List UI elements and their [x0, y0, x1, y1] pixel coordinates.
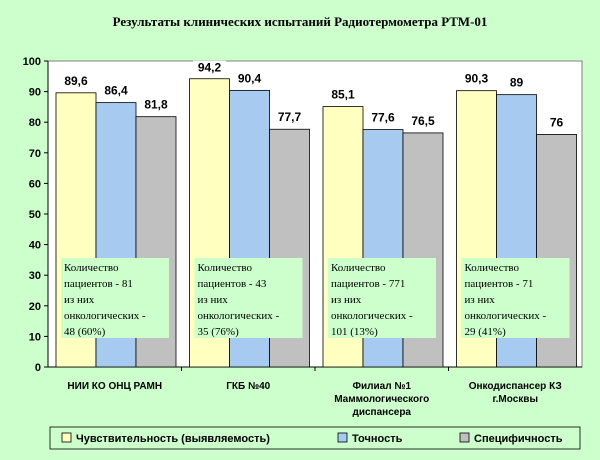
annotation-box	[461, 258, 570, 338]
value-label: 85,1	[331, 88, 355, 102]
annotation-text: 29 (41%)	[465, 326, 507, 338]
annotation-text: 101 (13%)	[331, 326, 378, 338]
annotation-text: Количество	[198, 262, 253, 274]
annotation-text: из них	[64, 294, 95, 306]
value-label: 89,6	[64, 74, 88, 88]
legend-label: Точность	[352, 433, 403, 445]
annotation-text: 35 (76%)	[198, 326, 240, 338]
value-label: 81,8	[144, 98, 168, 112]
annotation-text: из них	[198, 294, 229, 306]
legend-label: Чувствительность (выявляемость)	[76, 433, 270, 445]
annotation-text: Количество	[331, 262, 386, 274]
y-tick-label: 70	[29, 148, 41, 160]
value-label: 76	[550, 115, 564, 129]
y-tick-label: 0	[35, 362, 41, 374]
chart-title: Результаты клинических испытаний Радиоте…	[113, 14, 488, 29]
y-tick-label: 100	[23, 56, 41, 68]
category-label: Маммологического	[334, 394, 429, 405]
annotation-text: онкологических -	[331, 310, 413, 322]
value-label: 90,4	[238, 71, 262, 85]
value-label: 77,6	[371, 111, 395, 125]
category-label: г.Москвы	[492, 394, 538, 405]
legend-label: Специфичность	[474, 433, 563, 445]
value-label: 76,5	[411, 114, 435, 128]
value-label-bg	[507, 75, 526, 90]
annotation-text: онкологических -	[465, 310, 547, 322]
y-tick-label: 90	[29, 87, 41, 99]
category-label: Онкодиспансер КЗ	[469, 381, 562, 392]
y-tick-label: 80	[29, 117, 41, 129]
value-label: 77,7	[278, 110, 302, 124]
legend-swatch	[459, 432, 470, 443]
annotation-text: онкологических -	[64, 310, 146, 322]
category-label: ГКБ №40	[226, 381, 270, 392]
annotation-text: Количество	[465, 262, 520, 274]
value-label-bg	[326, 87, 360, 102]
annotation-box	[194, 258, 303, 338]
value-label: 90,3	[465, 72, 489, 86]
y-tick-label: 20	[29, 301, 41, 313]
value-label-bg	[59, 73, 93, 88]
annotation-box	[61, 258, 169, 338]
y-tick-label: 50	[29, 209, 41, 221]
annotation-text: пациентов - 43	[198, 278, 267, 290]
y-tick-label: 30	[29, 270, 41, 282]
legend	[49, 426, 581, 450]
annotation-text: 48 (60%)	[64, 326, 106, 338]
y-tick-label: 60	[29, 178, 41, 190]
annotation-text: пациентов - 71	[465, 278, 534, 290]
value-label-bg	[273, 110, 306, 125]
category-label: диспансера	[353, 407, 412, 418]
annotation-box	[328, 258, 436, 338]
annotation-text: из них	[465, 294, 496, 306]
annotation-text: Количество	[64, 262, 119, 274]
value-label-bg	[99, 83, 133, 98]
value-label: 94,2	[198, 61, 222, 75]
value-label-bg	[193, 60, 226, 75]
value-label-bg	[139, 97, 173, 112]
annotation-text: пациентов - 81	[64, 278, 133, 290]
value-label-bg	[547, 115, 566, 130]
y-tick-label: 10	[29, 331, 41, 343]
legend-swatch	[337, 432, 348, 443]
annotation-text: из них	[331, 294, 362, 306]
value-label: 86,4	[104, 84, 128, 98]
value-label-bg	[406, 113, 440, 128]
value-label-bg	[366, 110, 400, 125]
y-tick-label: 40	[29, 240, 41, 252]
annotation-text: онкологических -	[198, 310, 280, 322]
category-label: НИИ КО ОНЦ РАМН	[67, 381, 162, 392]
value-label-bg	[233, 71, 266, 86]
value-label: 89	[510, 76, 524, 90]
category-label: Филиал №1	[352, 381, 411, 392]
legend-swatch	[61, 432, 72, 443]
value-label-bg	[460, 71, 493, 86]
annotation-text: пациентов - 771	[331, 278, 405, 290]
